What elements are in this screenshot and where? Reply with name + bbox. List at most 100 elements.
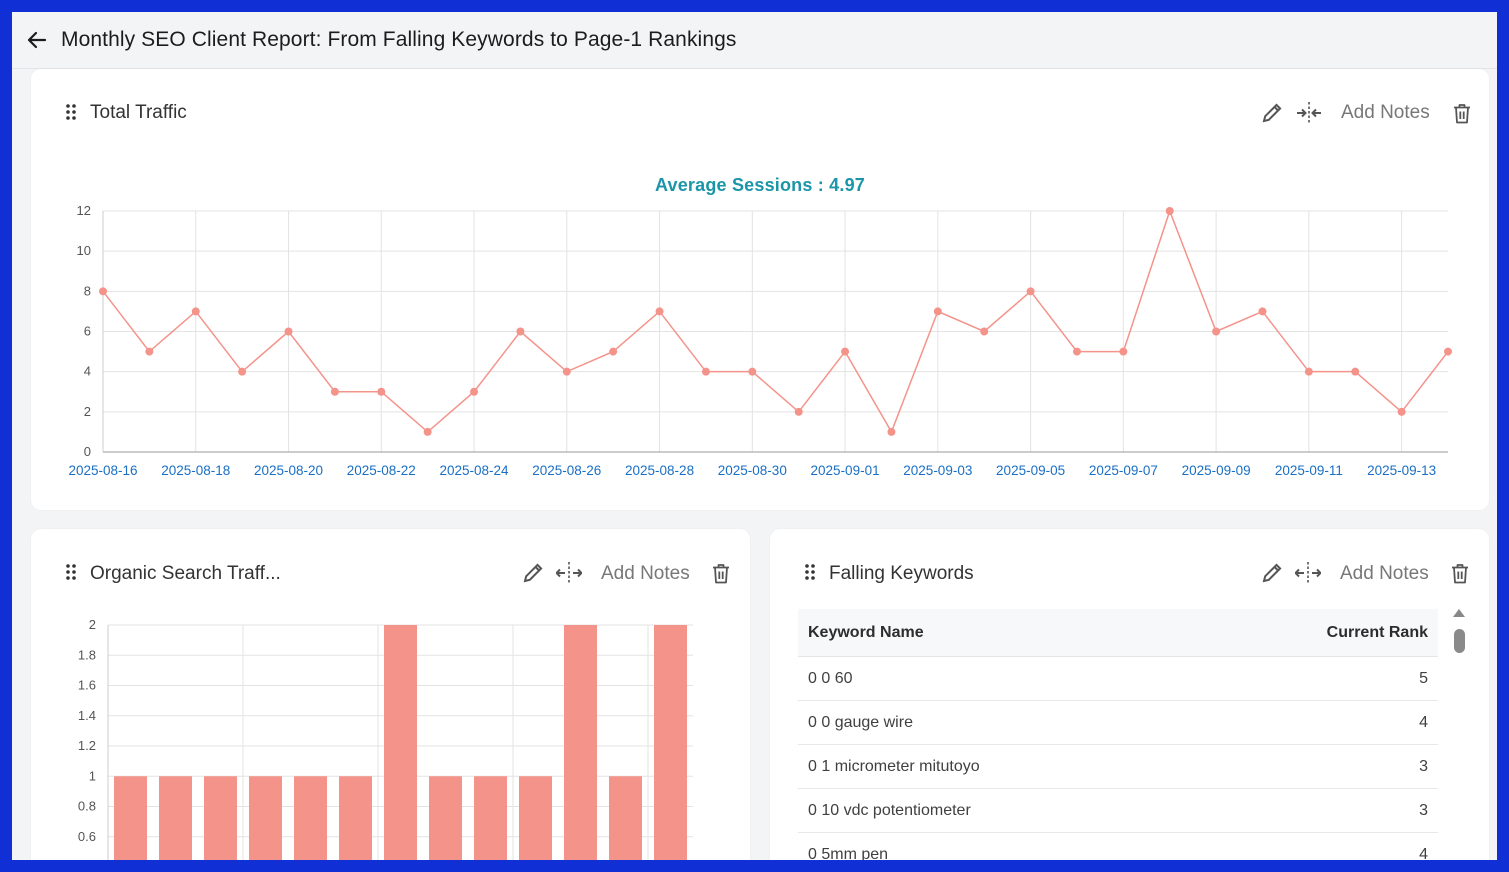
bar bbox=[339, 776, 372, 860]
keyword-cell: 0 10 vdc potentiometer bbox=[808, 801, 971, 819]
edit-pencil-icon[interactable] bbox=[521, 561, 545, 585]
y-tick-label: 2 bbox=[89, 617, 96, 632]
data-point bbox=[841, 347, 850, 356]
resize-arrows-icon[interactable] bbox=[1296, 101, 1322, 125]
scrollbar-thumb[interactable] bbox=[1454, 629, 1465, 653]
data-point bbox=[980, 327, 989, 336]
y-tick-label: 8 bbox=[84, 283, 91, 298]
drag-handle-icon[interactable] bbox=[804, 564, 816, 580]
falling-keywords-table: Keyword Name Current Rank 0 0 60 5 0 0 g… bbox=[798, 609, 1438, 860]
widget-title: Falling Keywords bbox=[829, 563, 974, 584]
column-header-keyword[interactable]: Keyword Name bbox=[808, 623, 924, 641]
data-point bbox=[655, 307, 664, 316]
keyword-cell: 0 5mm pen bbox=[808, 845, 889, 861]
data-point bbox=[1351, 367, 1360, 376]
data-point bbox=[99, 287, 107, 296]
y-tick-label: 12 bbox=[77, 203, 91, 218]
data-point bbox=[1258, 307, 1267, 316]
x-tick-label: 2025-09-07 bbox=[1089, 463, 1158, 478]
data-point bbox=[516, 327, 525, 336]
y-tick-label: 1.6 bbox=[78, 678, 96, 693]
y-tick-label: 10 bbox=[77, 243, 91, 258]
table-row[interactable]: 0 1 micrometer mitutoyo 3 bbox=[798, 745, 1438, 789]
organic-search-card: Organic Search Traff... Add Notes 0.4 0.6… bbox=[31, 529, 750, 860]
bar bbox=[159, 776, 192, 860]
bar bbox=[384, 625, 417, 860]
table-row[interactable]: 0 5mm pen 4 bbox=[798, 833, 1438, 861]
x-tick-label: 2025-09-01 bbox=[811, 463, 880, 478]
page-title: Monthly SEO Client Report: From Falling … bbox=[61, 28, 737, 51]
table-header: Keyword Name Current Rank bbox=[798, 609, 1438, 657]
x-tick-label: 2025-08-26 bbox=[532, 463, 601, 478]
y-tick-label: 0.4 bbox=[78, 859, 96, 860]
x-tick-label: 2025-08-18 bbox=[161, 463, 230, 478]
drag-handle-icon[interactable] bbox=[65, 104, 77, 120]
column-header-rank[interactable]: Current Rank bbox=[1326, 623, 1428, 641]
trash-icon[interactable] bbox=[1451, 101, 1473, 125]
data-point bbox=[284, 327, 293, 336]
rank-cell: 4 bbox=[1419, 845, 1428, 861]
data-point bbox=[1444, 347, 1452, 356]
edit-pencil-icon[interactable] bbox=[1260, 561, 1284, 585]
data-point bbox=[562, 367, 571, 376]
organic-search-bar-chart: 0.4 0.6 0.8 1 1.2 1.4 1.6 1.8 2 bbox=[78, 617, 693, 860]
bar bbox=[294, 776, 327, 860]
card-header: Total Traffic Add Notes bbox=[31, 69, 1489, 159]
rank-cell: 5 bbox=[1419, 669, 1428, 687]
y-tick-label: 0.8 bbox=[78, 799, 96, 814]
x-tick-label: 2025-08-24 bbox=[440, 463, 510, 478]
y-tick-label: 1.4 bbox=[78, 708, 96, 723]
add-notes-button[interactable]: Add Notes bbox=[1341, 102, 1430, 123]
data-point bbox=[1119, 347, 1128, 356]
keyword-cell: 0 0 60 bbox=[808, 669, 853, 687]
resize-arrows-icon[interactable] bbox=[1295, 561, 1321, 585]
table-row[interactable]: 0 0 60 5 bbox=[798, 657, 1438, 701]
top-bar: Monthly SEO Client Report: From Falling … bbox=[12, 12, 1497, 69]
resize-arrows-icon[interactable] bbox=[556, 561, 582, 585]
data-point bbox=[1072, 347, 1081, 356]
table-row[interactable]: 0 10 vdc potentiometer 3 bbox=[798, 789, 1438, 833]
y-tick-label: 1.2 bbox=[78, 738, 96, 753]
y-tick-label: 1 bbox=[89, 768, 96, 783]
trash-icon[interactable] bbox=[1449, 561, 1471, 585]
card-header: Falling Keywords Add Notes bbox=[770, 529, 1489, 619]
data-point bbox=[794, 407, 803, 416]
table-row[interactable]: 0 0 gauge wire 4 bbox=[798, 701, 1438, 745]
trash-icon[interactable] bbox=[710, 561, 732, 585]
edit-pencil-icon[interactable] bbox=[1260, 101, 1284, 125]
data-point bbox=[933, 307, 942, 316]
bar bbox=[114, 776, 147, 860]
bar bbox=[249, 776, 282, 860]
drag-handle-icon[interactable] bbox=[65, 564, 77, 580]
data-point bbox=[470, 387, 479, 396]
bar bbox=[474, 776, 507, 860]
widget-title: Organic Search Traff... bbox=[90, 563, 281, 584]
data-point bbox=[748, 367, 757, 376]
average-sessions-label: Average Sessions : 4.97 bbox=[654, 175, 866, 195]
data-point bbox=[609, 347, 618, 356]
data-point bbox=[238, 367, 247, 376]
card-header: Organic Search Traff... Add Notes bbox=[31, 529, 750, 619]
bar bbox=[204, 776, 237, 860]
x-tick-label: 2025-08-28 bbox=[625, 463, 694, 478]
data-point bbox=[887, 427, 896, 436]
add-notes-button[interactable]: Add Notes bbox=[601, 563, 690, 584]
data-point bbox=[330, 387, 339, 396]
data-point bbox=[1304, 367, 1313, 376]
x-tick-label: 2025-09-09 bbox=[1182, 463, 1251, 478]
y-tick-label: 4 bbox=[84, 364, 91, 379]
data-point bbox=[191, 307, 200, 316]
data-point bbox=[377, 387, 386, 396]
widget-title: Total Traffic bbox=[90, 102, 187, 123]
back-arrow-icon[interactable] bbox=[26, 29, 48, 51]
x-tick-label: 2025-08-22 bbox=[347, 463, 416, 478]
data-point bbox=[701, 367, 710, 376]
data-point bbox=[1212, 327, 1221, 336]
x-tick-label: 2025-08-16 bbox=[68, 463, 137, 478]
keyword-cell: 0 1 micrometer mitutoyo bbox=[808, 757, 980, 775]
bar bbox=[429, 776, 462, 860]
add-notes-button[interactable]: Add Notes bbox=[1340, 563, 1429, 584]
x-tick-label: 2025-08-20 bbox=[254, 463, 323, 478]
y-tick-label: 0.6 bbox=[78, 829, 96, 844]
scroll-up-arrow-icon[interactable] bbox=[1452, 608, 1466, 618]
